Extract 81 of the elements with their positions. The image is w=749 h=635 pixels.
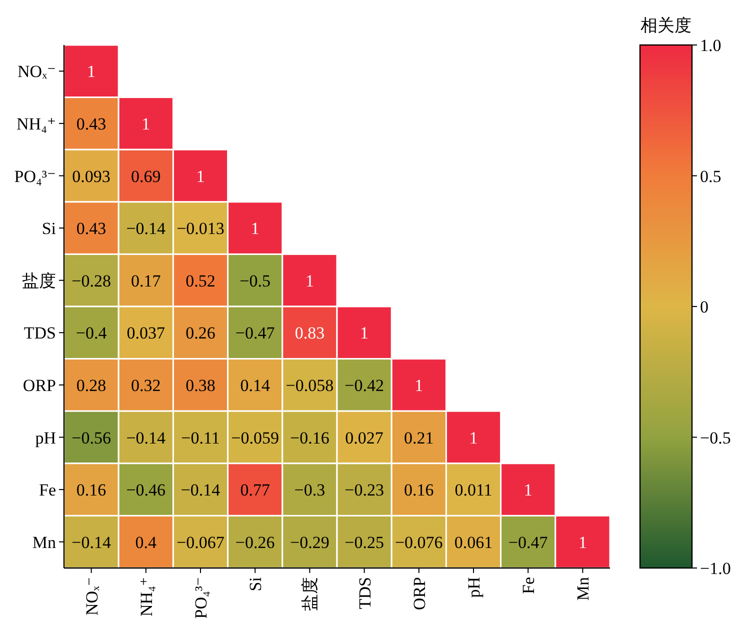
y-tick-label: ORP (22, 376, 56, 395)
data-label: 0.037 (126, 324, 166, 343)
y-tick-label: pH (35, 428, 56, 448)
data-label: 1 (250, 219, 260, 238)
data-label: 0.4 (135, 532, 158, 552)
data-label: −0.058 (286, 376, 334, 395)
x-tick-label: NOₓ⁻ (82, 577, 102, 616)
data-label: 0.43 (76, 219, 106, 238)
y-tick-label: 盐度 (22, 271, 56, 290)
y-tick-label: Mn (32, 532, 56, 552)
x-tick-label: 盐度 (300, 577, 320, 611)
data-label: −0.14 (72, 532, 112, 552)
data-label: −0.25 (344, 532, 384, 552)
data-label: −0.059 (231, 428, 280, 448)
color-bar-label: 1.0 (700, 36, 722, 55)
data-label: −0.26 (235, 532, 275, 552)
color-bar-label: 0.5 (700, 166, 722, 186)
data-label: 1 (524, 480, 532, 500)
data-label: −0.013 (176, 219, 224, 238)
data-label: 1 (469, 428, 478, 448)
data-label: 0.14 (240, 376, 270, 395)
data-label: 0.16 (404, 480, 434, 500)
data-label: 0.83 (294, 324, 325, 343)
data-label: −0.16 (290, 428, 330, 448)
data-label: 0.69 (131, 166, 161, 186)
x-tick-label: Fe (519, 577, 538, 594)
data-label: −0.23 (344, 480, 384, 500)
data-label: 0.011 (454, 480, 492, 500)
data-label: 0.16 (76, 480, 106, 500)
data-label: 1 (414, 376, 424, 395)
data-label: 0.061 (454, 532, 493, 552)
data-label: −0.47 (508, 532, 548, 552)
data-label: 0.093 (72, 166, 110, 186)
data-label: 0.38 (186, 376, 216, 395)
data-label: 0.17 (131, 271, 162, 290)
data-label: −0.5 (240, 271, 271, 290)
data-label: −0.28 (72, 271, 111, 290)
color-bar-label: 0 (700, 298, 708, 316)
data-label: −0.4 (76, 324, 108, 343)
y-tick-label: NOₓ⁻ (18, 62, 56, 82)
data-label: 1 (87, 62, 96, 82)
data-label: 0.027 (345, 428, 384, 448)
data-label: 1 (578, 532, 587, 552)
data-label: 0.21 (404, 428, 434, 448)
data-label: −0.14 (126, 428, 166, 448)
data-label: 1 (196, 166, 205, 186)
data-label: −0.067 (176, 532, 225, 552)
data-label: 1 (305, 271, 314, 290)
x-tick-label: ORP (410, 577, 429, 610)
color-bar-label: −0.5 (700, 428, 731, 448)
data-label: 0.77 (240, 480, 270, 500)
x-tick-label: NH₄⁺ (136, 577, 156, 616)
data-label: 1 (142, 114, 150, 134)
color-bar-label: −1.0 (700, 559, 731, 578)
data-label: −0.3 (294, 480, 326, 500)
y-tick-label: TDS (24, 324, 56, 343)
data-label: −0.29 (290, 532, 330, 552)
data-label: −0.11 (181, 428, 220, 448)
data-label: −0.47 (235, 324, 276, 343)
data-label: 0.32 (131, 376, 161, 395)
color-bar-title: 相关度 (640, 16, 692, 35)
x-tick-label: Si (246, 576, 266, 592)
data-label: −0.42 (344, 376, 384, 395)
data-label: −0.46 (126, 480, 166, 500)
x-tick-label: TDS (355, 577, 374, 610)
x-tick-label: pH (464, 577, 484, 598)
data-label: −0.076 (394, 532, 443, 552)
y-tick-label: Si (42, 219, 56, 238)
data-label: −0.14 (126, 219, 166, 238)
data-label: 0.52 (186, 271, 216, 290)
data-label: −0.56 (72, 428, 111, 448)
data-label: −0.14 (180, 480, 221, 500)
x-tick-label: PO₄³⁻ (192, 577, 210, 619)
x-tick-label: Mn (574, 576, 593, 601)
data-label: 0.43 (76, 114, 106, 134)
data-label: 1 (360, 324, 369, 343)
data-label: 0.26 (186, 324, 216, 343)
y-tick-label: NH₄⁺ (16, 114, 56, 134)
y-tick-label: PO₄³⁻ (14, 166, 56, 186)
data-label: 0.28 (76, 376, 106, 395)
y-tick-label: Fe (39, 480, 56, 500)
